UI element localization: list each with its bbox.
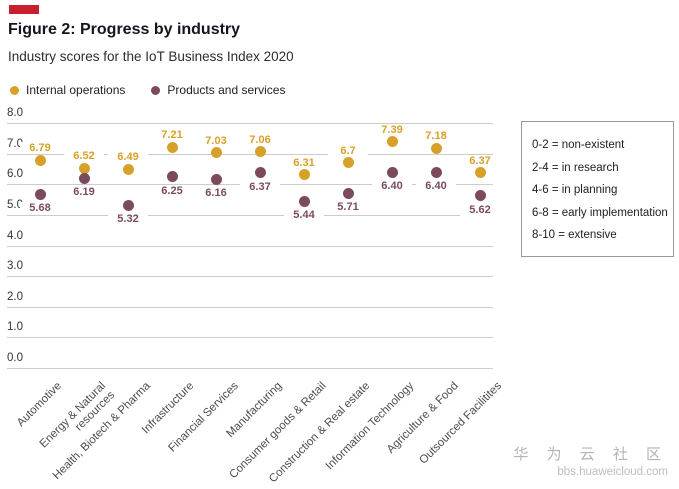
value-label-products-services: 5.62 — [460, 203, 500, 216]
y-axis-tick-label: 4.0 — [7, 229, 23, 242]
data-point-products-services — [254, 167, 266, 179]
scale-key-item: 8-10 = extensive — [532, 229, 617, 241]
y-axis-tick-label: 1.0 — [7, 321, 23, 334]
value-label-internal-operations: 6.37 — [460, 154, 500, 167]
y-axis-tick-label: 3.0 — [7, 260, 23, 273]
y-axis-tick-label: 0.0 — [7, 352, 23, 364]
data-point-internal-operations — [386, 136, 398, 148]
value-label-products-services: 5.71 — [328, 201, 368, 214]
figure-title: Figure 2: Progress by industry — [8, 21, 241, 38]
y-axis-tick-label: 2.0 — [7, 290, 23, 303]
data-point-internal-operations — [430, 142, 442, 154]
gridline — [7, 276, 493, 278]
legend-item-internal-operations: Internal operations — [10, 83, 125, 97]
gridline — [7, 368, 493, 369]
gridline — [7, 306, 493, 308]
scale-key-item: 2-4 = in research — [532, 161, 619, 174]
data-point-internal-operations — [298, 169, 310, 181]
legend-swatch-internal-operations-icon — [10, 85, 19, 95]
data-point-products-services — [166, 171, 178, 183]
y-axis-tick-label: 8.0 — [7, 107, 23, 119]
y-axis-tick-label: 7.0 — [7, 137, 23, 150]
scale-key-item: 0-2 = non-existent — [532, 139, 625, 151]
value-label-internal-operations: 6.49 — [108, 151, 148, 164]
figure-subtitle: Industry scores for the IoT Business Ind… — [8, 49, 294, 64]
value-label-products-services: 6.40 — [416, 180, 456, 192]
data-point-internal-operations — [210, 147, 222, 159]
category-label: Outsourced Facilitites — [417, 380, 505, 467]
scale-key-item: 4-6 = in planning — [532, 184, 618, 196]
data-point-products-services — [298, 195, 310, 207]
legend-swatch-products-services-icon — [151, 85, 161, 95]
data-point-internal-operations — [342, 157, 354, 169]
data-point-products-services — [386, 166, 398, 178]
data-point-products-services — [210, 173, 222, 185]
data-point-internal-operations — [34, 154, 46, 166]
data-point-products-services — [342, 187, 354, 199]
value-label-products-services: 5.44 — [284, 209, 324, 222]
value-label-internal-operations: 7.03 — [196, 134, 236, 147]
y-axis-tick-label: 6.0 — [7, 168, 23, 181]
watermark-url: bbs.huaweicloud.com — [557, 466, 668, 478]
data-point-products-services — [78, 172, 90, 184]
data-point-products-services — [122, 199, 134, 211]
gridline — [7, 214, 493, 216]
value-label-products-services: 5.68 — [20, 202, 60, 215]
category-label: Information Technology — [324, 380, 417, 473]
data-point-products-services — [34, 188, 46, 200]
value-label-internal-operations: 7.18 — [416, 130, 456, 143]
gridline — [7, 153, 493, 155]
value-label-products-services: 6.16 — [196, 187, 236, 200]
y-axis-tick-label: 5.0 — [7, 198, 23, 211]
series-legend: Internal operations Products and service… — [10, 83, 285, 97]
legend-item-products-services: Products and services — [151, 83, 285, 97]
legend-label-products-services: Products and services — [167, 83, 286, 97]
accent-bar — [9, 5, 39, 14]
value-label-internal-operations: 6.31 — [284, 156, 324, 169]
data-point-internal-operations — [166, 141, 178, 153]
watermark: 华 为 云 社 区 bbs.huaweicloud.com — [513, 443, 668, 478]
data-point-products-services — [474, 190, 486, 202]
value-label-internal-operations: 7.21 — [152, 129, 192, 142]
data-point-products-services — [430, 166, 442, 178]
value-label-products-services: 5.32 — [108, 213, 148, 226]
value-label-internal-operations: 7.06 — [240, 133, 280, 146]
data-point-internal-operations — [122, 163, 134, 175]
value-label-products-services: 6.19 — [64, 186, 104, 199]
watermark-brand-text: 华 为 云 社 区 — [513, 446, 668, 463]
legend-label-internal-operations: Internal operations — [26, 83, 126, 97]
value-label-internal-operations: 7.39 — [372, 123, 412, 136]
gridline — [7, 245, 493, 247]
data-point-internal-operations — [474, 167, 486, 179]
value-label-internal-operations: 6.79 — [20, 142, 60, 155]
gridline — [7, 337, 493, 339]
scale-key-item: 6-8 = early implementation — [532, 206, 668, 219]
value-label-products-services: 6.25 — [152, 184, 192, 197]
gridline — [7, 123, 493, 124]
value-label-internal-operations: 6.52 — [64, 150, 104, 163]
value-label-internal-operations: 6.7 — [328, 144, 368, 157]
data-point-internal-operations — [254, 146, 266, 158]
data-point-internal-operations — [78, 162, 90, 174]
scale-key-box: 0-2 = non-existent 2-4 = in research 4-6… — [521, 121, 674, 257]
value-label-products-services: 6.37 — [240, 180, 280, 193]
value-label-products-services: 6.40 — [372, 180, 412, 192]
